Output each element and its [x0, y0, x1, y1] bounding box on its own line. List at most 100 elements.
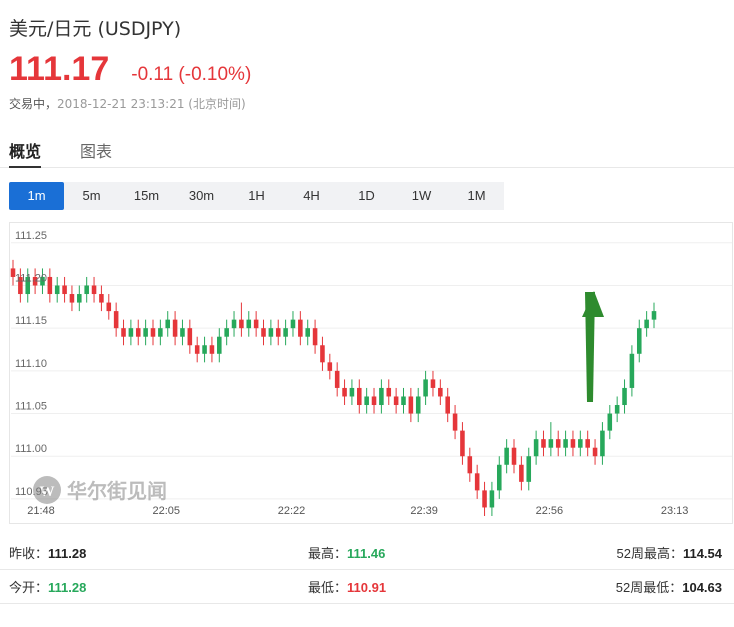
candle-body: [467, 456, 473, 474]
candle-body: [533, 439, 539, 457]
candle-body: [224, 328, 229, 337]
candle-body: [445, 396, 450, 414]
candle: [91, 276, 97, 303]
stat-label: 今开：: [9, 580, 49, 595]
candle-body: [415, 396, 421, 414]
watermark-logo-icon: [33, 476, 61, 504]
candle: [401, 387, 406, 414]
candle: [607, 405, 613, 440]
stat-label: 最低：: [308, 580, 348, 595]
tab-chart[interactable]: 图表: [80, 142, 113, 161]
candle: [519, 456, 524, 491]
candle: [231, 311, 237, 337]
candle-body: [40, 276, 45, 286]
x-tick-label: 22:22: [278, 505, 306, 517]
candle-body: [570, 439, 576, 448]
candle-body: [585, 439, 590, 448]
candle: [135, 319, 141, 346]
candle: [143, 319, 148, 346]
candle: [172, 311, 178, 346]
candle: [467, 447, 473, 482]
stat-value: 114.54: [682, 546, 722, 561]
y-tick-label: 111.15: [15, 315, 47, 327]
candle: [489, 481, 495, 516]
candle: [379, 379, 384, 414]
y-tick-label: 111.25: [15, 230, 47, 242]
candle: [342, 379, 347, 406]
candle: [533, 430, 539, 465]
candle: [194, 336, 200, 363]
watermark: W 华尔街见闻: [33, 476, 167, 504]
candle: [555, 430, 561, 457]
candle-body: [489, 490, 495, 508]
candle-body: [651, 311, 657, 320]
candle: [290, 311, 296, 337]
price-chart[interactable]: 111.25 111.20 111.15 111.10 111.05 111.00 110.…: [9, 222, 734, 524]
candle-body: [511, 447, 517, 465]
candle-body: [239, 319, 244, 329]
y-axis: 111.25111.20111.15111.10111.05111.00110.…: [15, 230, 48, 498]
candle: [349, 379, 355, 406]
candle-body: [91, 285, 97, 295]
candle-body: [504, 447, 509, 465]
candle-body: [460, 430, 465, 457]
candle-body: [379, 387, 384, 406]
tab-overview[interactable]: 概览: [9, 138, 42, 168]
candle-body: [84, 285, 89, 295]
candle-body: [555, 439, 561, 448]
period-1mo[interactable]: 1M: [467, 188, 486, 203]
candle-body: [496, 464, 502, 491]
candle-body: [187, 328, 193, 346]
stat-value: 111.28: [48, 546, 87, 561]
candle: [261, 319, 266, 346]
candle-body: [578, 439, 583, 448]
period-1h[interactable]: 1H: [248, 188, 265, 203]
candle-body: [629, 353, 635, 388]
period-1m[interactable]: 1m: [9, 182, 64, 210]
candle-body: [209, 345, 215, 354]
candle: [578, 430, 583, 457]
period-1w[interactable]: 1W: [411, 188, 432, 203]
candle: [113, 302, 119, 337]
candle-body: [77, 294, 82, 303]
period-15m[interactable]: 15m: [133, 188, 160, 203]
candle-body: [541, 439, 546, 448]
candle-body: [194, 345, 200, 354]
candle-body: [320, 345, 325, 363]
period-4h[interactable]: 4H: [303, 188, 320, 203]
candlestick-chart[interactable]: 111.25111.20111.15111.10111.05111.00110.…: [9, 222, 734, 524]
stat-label: 最高：: [308, 546, 348, 561]
candle: [452, 405, 458, 440]
candle: [320, 336, 325, 371]
candle: [10, 259, 16, 286]
candle: [585, 430, 590, 457]
x-tick-label: 22:05: [152, 505, 180, 517]
candle-body: [231, 319, 237, 329]
candle-body: [253, 319, 259, 329]
candle: [511, 439, 517, 474]
candle: [224, 319, 229, 346]
candle-body: [371, 396, 377, 406]
candle: [305, 319, 310, 346]
candle-body: [217, 336, 222, 354]
last-price: 111.17: [9, 50, 110, 88]
candle-body: [106, 302, 112, 312]
period-30m[interactable]: 30m: [188, 188, 215, 203]
stat-high: 最高：111.46: [308, 543, 385, 562]
candle: [504, 439, 509, 474]
stat-value: 111.46: [347, 546, 386, 561]
candle: [246, 311, 252, 337]
candle: [327, 353, 333, 380]
candle-body: [563, 439, 568, 448]
candle-body: [393, 396, 399, 406]
stat-value: 110.91: [347, 580, 387, 595]
candle-body: [357, 387, 362, 406]
candle-body: [327, 362, 333, 371]
candle-body: [150, 328, 156, 337]
period-5m[interactable]: 5m: [82, 188, 101, 203]
candle-body: [290, 319, 296, 329]
period-1d[interactable]: 1D: [358, 188, 375, 203]
candle: [636, 319, 642, 363]
candle-body: [283, 328, 288, 337]
candle-body: [526, 456, 532, 482]
